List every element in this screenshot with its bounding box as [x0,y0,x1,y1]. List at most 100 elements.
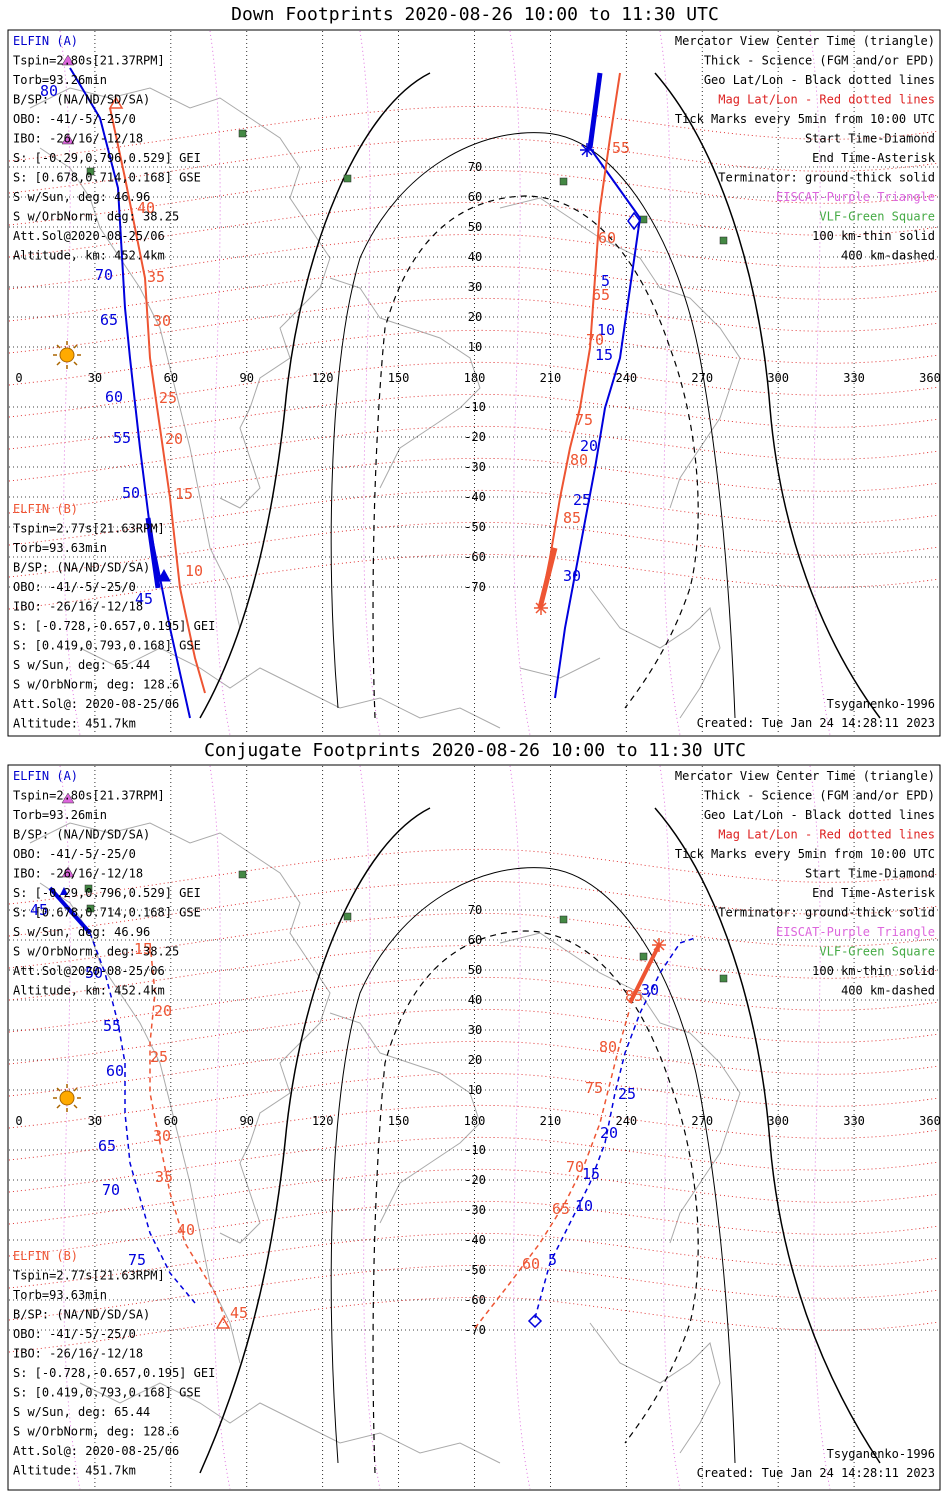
lat-tick-label: -60 [464,550,486,564]
track-tick-label: 65 [552,1200,570,1218]
track-tick-label: 25 [150,1048,168,1066]
track-tick-label: 70 [586,331,604,349]
lat-tick-label: 20 [468,1053,482,1067]
legend: Mercator View Center Time (triangle) Thic… [675,34,936,263]
eiscat-triangle [61,792,75,804]
legend-entry: Terminator: ground-thick solid [718,171,935,185]
panel-title-conjugate: Conjugate Footprints 2020-08-26 10:00 to… [204,740,746,761]
elfin-b-info-line: S w/OrbNorm, deg: 128.6 [13,1425,179,1439]
lon-tick-label: 210 [540,1114,562,1128]
track-tick-label: 60 [522,1255,540,1273]
track-tick-label: 10 [575,1197,593,1215]
vlf-stations [84,870,728,983]
lat-tick-label: -20 [464,1173,486,1187]
track-tick-label: 30 [153,312,171,330]
end-asterisk-a [580,143,594,157]
elfin-a-info-line: S w/Sun, deg: 46.96 [13,190,150,204]
elfin-b-info-line: Altitude: 451.7km [13,717,136,731]
track-tick-label: 15 [595,346,613,364]
start-diamond-a [627,211,641,231]
terminator-100km [330,867,736,1464]
mag-grid [8,30,940,736]
terminator-ground-east [654,72,881,719]
elfin-b-info-line: S: [0.419,0.793,0.168] GSE [13,1386,201,1400]
track-tick-label: 70 [95,266,113,284]
track-tick-label: 60 [598,229,616,247]
lat-tick-label: -40 [464,490,486,504]
terminator-ground-west [199,72,431,719]
lat-tick-label: 20 [468,310,482,324]
track-tick-label: 75 [128,1251,146,1269]
elfin-a-info-line: Torb=93.26min [13,808,107,822]
legend-entry: Tick Marks every 5min from 10:00 UTC [675,112,935,126]
terminator-400km [372,195,699,719]
track-tick-label: 45 [230,1304,248,1322]
lat-tick-label: 40 [468,993,482,1007]
elfin-a-heading: ELFIN (A) [13,34,78,48]
lon-tick-label: 90 [240,1114,254,1128]
lat-tick-label: -50 [464,1263,486,1277]
lat-tick-label: 50 [468,220,482,234]
legend-entry: Start Time-Diamond [805,867,935,881]
elfin-b-info-line: OBO: -41/-5/-25/0 [13,1327,136,1341]
elfin-a-info-line: Att.Sol@2020-08-25/06 [13,964,165,978]
lon-tick-label: 0 [15,1114,22,1128]
legend-entry: VLF-Green Square [819,210,935,224]
legend-entry: Thick - Science (FGM and/or EPD) [704,789,935,803]
elfin-a-info-line: S: [-0.29,0.796,0.529] GEI [13,886,201,900]
lat-tick-label: 10 [468,1083,482,1097]
vlf-square [238,129,247,138]
mag-meridian [209,30,231,736]
legend-entry: 400 km-dashed [841,984,935,998]
lon-tick-label: 60 [164,1114,178,1128]
lon-tick-label: 180 [464,371,486,385]
elfin-b-info-line: IBO: -26/16/-12/18 [13,600,143,614]
elfin-b-heading: ELFIN (B) [13,502,78,516]
elfin-b-info-line: IBO: -26/16/-12/18 [13,1347,143,1361]
track-tick-label: 10 [597,321,615,339]
elfin-b-info-line: B/SP: (NA/ND/SD/SA) [13,1308,150,1322]
elfin-a-info-line: OBO: -41/-5/-25/0 [13,112,136,126]
elfin-b-info-line: Altitude: 451.7km [13,1464,136,1478]
track-markers-conjugate [60,887,666,1329]
map-frame [7,764,941,1491]
elfin-b-info: ELFIN (B) Tspin=2.77s[21.63RPM] Torb=93.63… [13,1249,215,1478]
track-tick-label: 35 [155,1168,173,1186]
track-tick-label: 5 [548,1251,557,1269]
geo-grid [9,766,939,1489]
track-tick-label: 20 [580,437,598,455]
vlf-square [84,884,93,893]
lat-tick-label: -50 [464,520,486,534]
lon-tick-label: 120 [312,1114,334,1128]
model-label: Tsyganenko-1996 [827,1447,935,1461]
lat-tick-label: 40 [468,250,482,264]
legend-entry: Mag Lat/Lon - Red dotted lines [718,93,935,107]
model-label: Tsyganenko-1996 [827,697,935,711]
elfin-a-info-line: S w/OrbNorm, deg: 38.25 [13,945,179,959]
track-tick-label: 30 [641,981,659,999]
elfin-b-info-line: Torb=93.63min [13,1288,107,1302]
legend-entry: Thick - Science (FGM and/or EPD) [704,54,935,68]
lat-tick-label: 30 [468,280,482,294]
elfin-b-info-line: S w/Sun, deg: 65.44 [13,1405,150,1419]
track-tick-annotations: 80 70 65 60 55 50 45 5 10 15 20 25 30 40 35 30 25 20 15 10 5… [40,82,630,608]
track-tick-label: 65 [98,1137,116,1155]
vlf-square [639,215,648,224]
track-tick-label: 25 [618,1085,636,1103]
track-tick-label: 80 [570,451,588,469]
track-markers-down [108,96,641,615]
track-tick-label: 20 [154,1002,172,1020]
track-tick-label: 60 [106,1062,124,1080]
track-tick-label: 15 [175,485,193,503]
legend-entry: EISCAT-Purple Triangle [776,190,935,204]
track-tick-label: 65 [592,286,610,304]
lon-tick-label: 120 [312,371,334,385]
legend: Mercator View Center Time (triangle) Thic… [675,769,936,998]
elfin-a-info-line: Tspin=2.80s[21.37RPM] [13,789,165,803]
track-tick-label: 85 [625,987,643,1005]
map-panel-down: 0 30 60 90 120 150 180 210 240 270 300 330 360706050… [7,29,941,737]
elfin-b-heading: ELFIN (B) [13,1249,78,1263]
elfin-b-info-line: Tspin=2.77s[21.63RPM] [13,522,165,536]
lon-tick-label: 30 [88,1114,102,1128]
track-tick-label: 55 [113,429,131,447]
